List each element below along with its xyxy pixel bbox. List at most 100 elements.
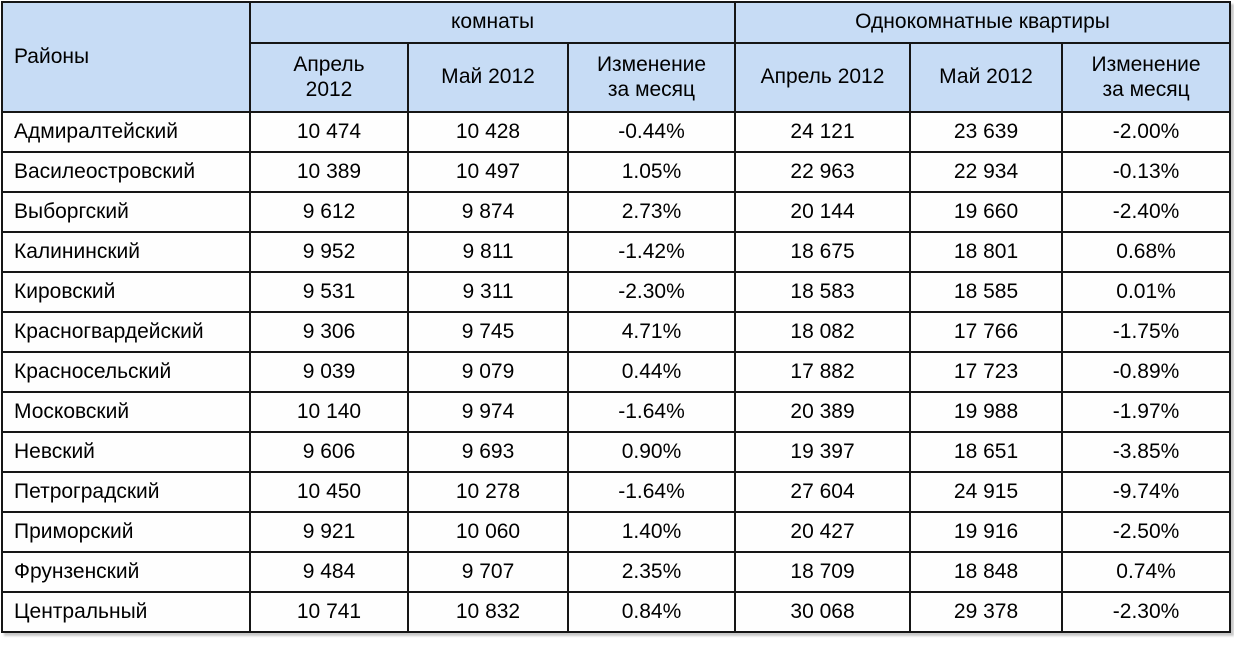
district-cell: Фрунзенский: [1, 551, 251, 593]
flats-april-value-cell: 24 121: [734, 111, 912, 153]
flats-may-value-cell: 24 915: [909, 471, 1064, 513]
flats-monthly-change-cell: 0.68%: [1061, 231, 1232, 273]
column-header-flats-april: Апрель 2012: [734, 42, 912, 113]
flats-april-value-cell: 20 427: [734, 511, 912, 553]
flats-april-value-cell: 18 583: [734, 271, 912, 313]
rooms-may-value-cell: 9 745: [407, 311, 569, 353]
rooms-monthly-change-cell: -1.64%: [566, 391, 737, 433]
column-header-flats-may: Май 2012: [909, 42, 1064, 113]
rooms-may-value-cell: 9 974: [407, 391, 569, 433]
column-header-rooms-change: Изменение за месяц: [566, 42, 737, 113]
column-header-flats-change: Изменение за месяц: [1061, 42, 1232, 113]
flats-monthly-change-cell: -1.97%: [1061, 391, 1232, 433]
rooms-monthly-change-cell: -1.42%: [566, 231, 737, 273]
rooms-monthly-change-cell: -2.30%: [566, 271, 737, 313]
flats-april-value-cell: 27 604: [734, 471, 912, 513]
district-cell: Адмиралтейский: [1, 111, 251, 153]
district-cell: Василеостровский: [1, 151, 251, 193]
district-cell: Выборгский: [1, 191, 251, 233]
rooms-april-value-cell: 10 140: [249, 391, 409, 433]
district-cell: Центральный: [1, 591, 251, 633]
district-cell: Невский: [1, 431, 251, 473]
table-row: Выборгский 9 612 9 874 2.73% 20 144 19 6…: [1, 191, 1232, 233]
district-cell: Красногвардейский: [1, 311, 251, 353]
rooms-may-value-cell: 9 693: [407, 431, 569, 473]
rooms-april-value-cell: 9 606: [249, 431, 409, 473]
column-header-row: Апрель 2012 Май 2012 Изменение за месяц …: [2, 42, 1232, 113]
column-header-rooms-april-label: Апрель 2012: [293, 52, 365, 101]
flats-monthly-change-cell: -0.89%: [1061, 351, 1232, 393]
rooms-april-value-cell: 9 306: [249, 311, 409, 353]
rooms-monthly-change-cell: 0.90%: [566, 431, 737, 473]
table-row: Адмиралтейский 10 474 10 428 -0.44% 24 1…: [1, 111, 1232, 153]
flats-may-value-cell: 19 988: [909, 391, 1064, 433]
flats-april-value-cell: 22 963: [734, 151, 912, 193]
flats-april-value-cell: 17 882: [734, 351, 912, 393]
flats-april-value-cell: 19 397: [734, 431, 912, 473]
flats-monthly-change-cell: -2.50%: [1061, 511, 1232, 553]
flats-monthly-change-cell: -0.13%: [1061, 151, 1232, 193]
flats-may-value-cell: 18 585: [909, 271, 1064, 313]
rooms-monthly-change-cell: 2.35%: [566, 551, 737, 593]
flats-april-value-cell: 18 709: [734, 551, 912, 593]
table-row: Василеостровский 10 389 10 497 1.05% 22 …: [1, 151, 1232, 193]
group-header-one-room-flats: Однокомнатные квартиры: [734, 1, 1232, 44]
rooms-may-value-cell: 10 428: [407, 111, 569, 153]
rooms-may-value-cell: 10 832: [407, 591, 569, 633]
rooms-monthly-change-cell: -1.64%: [566, 471, 737, 513]
rooms-april-value-cell: 9 484: [249, 551, 409, 593]
rooms-monthly-change-cell: 4.71%: [566, 311, 737, 353]
rooms-monthly-change-cell: 0.44%: [566, 351, 737, 393]
rooms-monthly-change-cell: 1.40%: [566, 511, 737, 553]
group-header-rooms: комнаты: [248, 1, 737, 44]
rooms-april-value-cell: 9 952: [249, 231, 409, 273]
column-header-rooms-may: Май 2012: [407, 42, 569, 113]
flats-may-value-cell: 17 723: [909, 351, 1064, 393]
table-row: Калининский 9 952 9 811 -1.42% 18 675 18…: [1, 231, 1232, 273]
table-row: Красносельский 9 039 9 079 0.44% 17 882 …: [1, 351, 1232, 393]
rooms-april-value-cell: 10 450: [249, 471, 409, 513]
rooms-may-value-cell: 9 079: [407, 351, 569, 393]
district-cell: Петроградский: [1, 471, 251, 513]
flats-may-value-cell: 23 639: [909, 111, 1064, 153]
rooms-monthly-change-cell: 0.84%: [566, 591, 737, 633]
rooms-april-value-cell: 10 474: [249, 111, 409, 153]
flats-may-value-cell: 19 916: [909, 511, 1064, 553]
table-body: Адмиралтейский 10 474 10 428 -0.44% 24 1…: [1, 111, 1232, 633]
rooms-may-value-cell: 9 311: [407, 271, 569, 313]
flats-monthly-change-cell: -2.40%: [1061, 191, 1232, 233]
row-header-districts: Районы: [1, 1, 251, 113]
flats-april-value-cell: 18 675: [734, 231, 912, 273]
rooms-monthly-change-cell: 2.73%: [566, 191, 737, 233]
flats-may-value-cell: 18 848: [909, 551, 1064, 593]
rooms-april-value-cell: 10 389: [249, 151, 409, 193]
flats-april-value-cell: 30 068: [734, 591, 912, 633]
rooms-april-value-cell: 9 039: [249, 351, 409, 393]
rooms-may-value-cell: 9 874: [407, 191, 569, 233]
column-header-flats-change-label: Изменение за месяц: [1091, 52, 1201, 101]
flats-may-value-cell: 19 660: [909, 191, 1064, 233]
group-header-row: Районы комнаты Однокомнатные квартиры: [1, 1, 1232, 113]
district-cell: Калининский: [1, 231, 251, 273]
district-price-table: Районы комнаты Однокомнатные квартиры Ап…: [1, 1, 1232, 633]
table-row: Центральный 10 741 10 832 0.84% 30 068 2…: [1, 591, 1232, 633]
flats-april-value-cell: 18 082: [734, 311, 912, 353]
district-cell: Приморский: [1, 511, 251, 553]
rooms-april-value-cell: 9 531: [249, 271, 409, 313]
column-header-rooms-change-label: Изменение за месяц: [596, 52, 707, 101]
flats-may-value-cell: 18 651: [909, 431, 1064, 473]
district-cell: Красносельский: [1, 351, 251, 393]
rooms-may-value-cell: 9 811: [407, 231, 569, 273]
flats-monthly-change-cell: -2.00%: [1061, 111, 1232, 153]
table-row: Приморский 9 921 10 060 1.40% 20 427 19 …: [1, 511, 1232, 553]
rooms-april-value-cell: 9 921: [249, 511, 409, 553]
table-row: Московский 10 140 9 974 -1.64% 20 389 19…: [1, 391, 1232, 433]
rooms-april-value-cell: 9 612: [249, 191, 409, 233]
flats-may-value-cell: 29 378: [909, 591, 1064, 633]
table-row: Красногвардейский 9 306 9 745 4.71% 18 0…: [1, 311, 1232, 353]
flats-monthly-change-cell: 0.01%: [1061, 271, 1232, 313]
rooms-april-value-cell: 10 741: [249, 591, 409, 633]
district-cell: Кировский: [1, 271, 251, 313]
flats-monthly-change-cell: -2.30%: [1061, 591, 1232, 633]
flats-monthly-change-cell: -1.75%: [1061, 311, 1232, 353]
